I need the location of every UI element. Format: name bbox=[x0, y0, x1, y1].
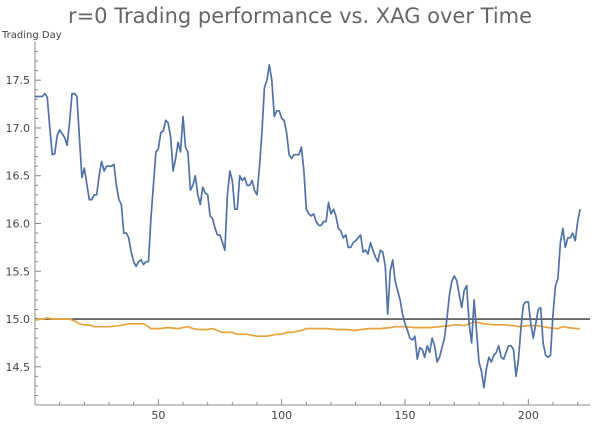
chart-title: r=0 Trading performance vs. XAG over Tim… bbox=[67, 4, 533, 28]
y-tick-label: 16.0 bbox=[6, 218, 31, 231]
y-tick-label: 15.5 bbox=[6, 265, 31, 278]
y-tick-label: 17.5 bbox=[6, 74, 31, 87]
y-tick-label: 15.0 bbox=[6, 313, 31, 326]
x-tick-label: 50 bbox=[151, 409, 165, 420]
y-tick-label: 17.0 bbox=[6, 122, 31, 135]
y-axis-label: Trading Day bbox=[2, 30, 62, 41]
x-tick-label: 100 bbox=[271, 409, 292, 420]
x-tick-label: 200 bbox=[518, 409, 539, 420]
y-tick-label: 14.5 bbox=[6, 361, 31, 374]
series-line-1 bbox=[35, 64, 581, 389]
x-tick-label: 150 bbox=[395, 409, 416, 420]
y-tick-label: 16.5 bbox=[6, 170, 31, 183]
series-line-2 bbox=[34, 317, 581, 338]
